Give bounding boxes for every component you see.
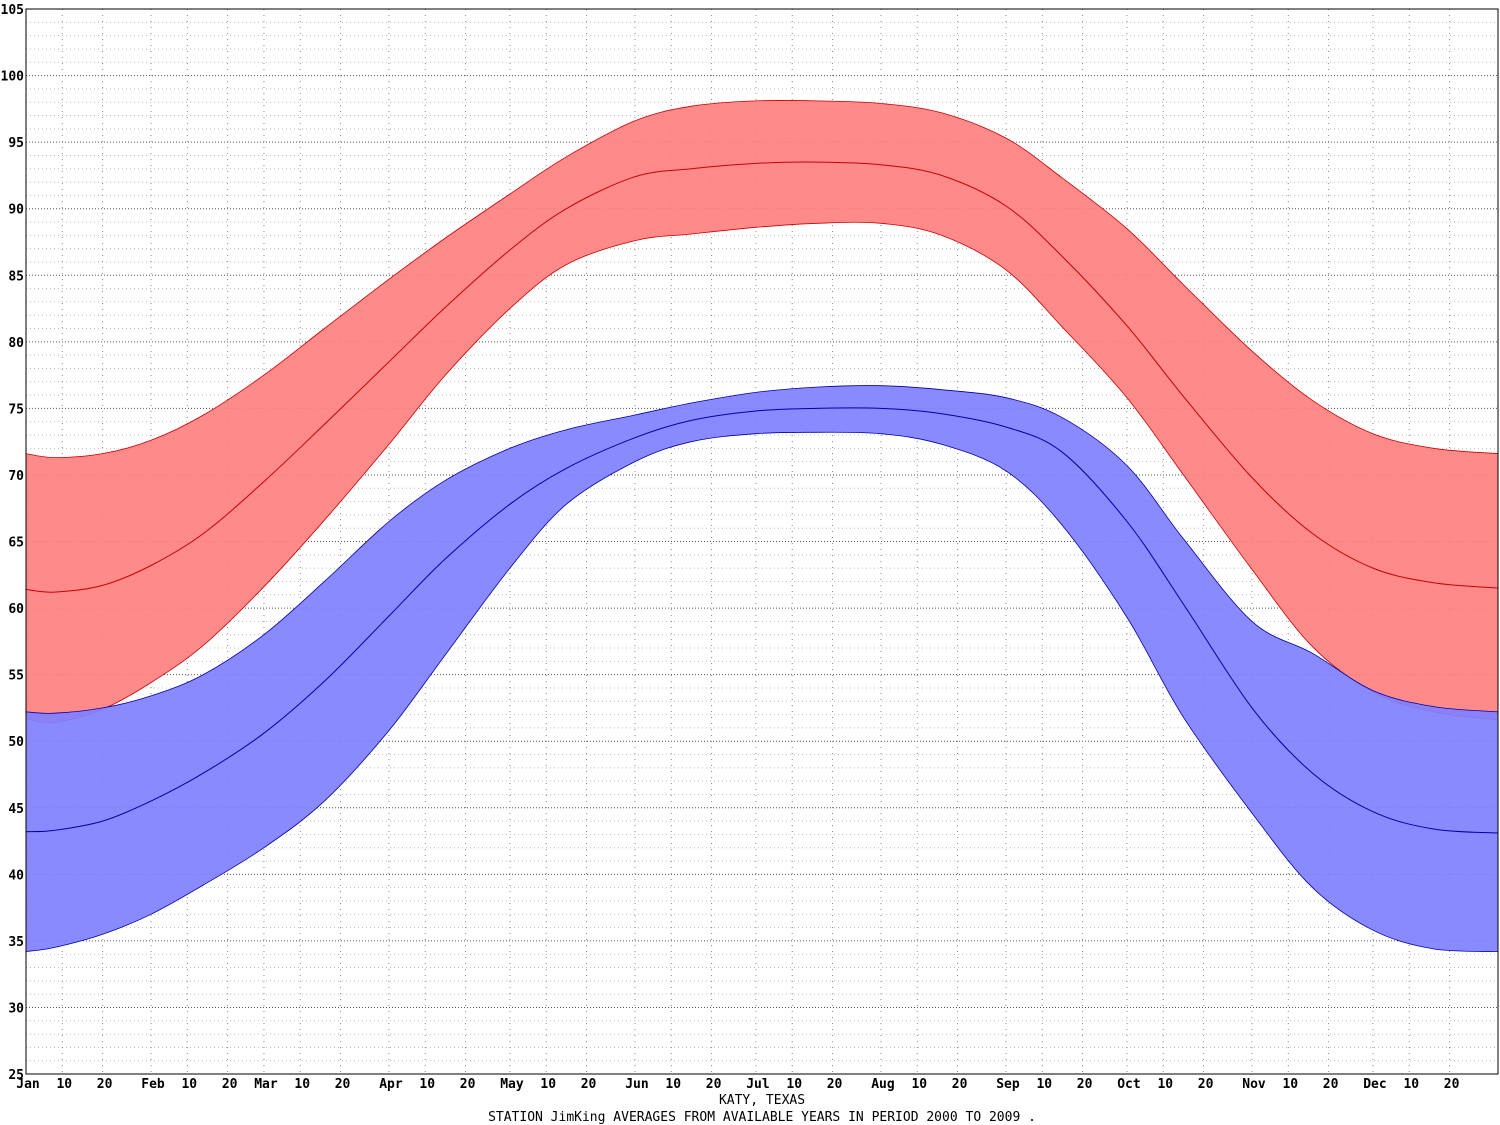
series-band-1: [26, 385, 1498, 952]
y-tick-label: 70: [8, 469, 24, 484]
y-tick-label: 85: [8, 269, 24, 284]
x-tick-label: 20: [706, 1077, 722, 1092]
y-tick-label: 100: [1, 70, 25, 85]
x-tick-label: Jul: [746, 1077, 769, 1092]
y-tick-label: 60: [8, 602, 24, 617]
y-tick-label: 35: [8, 935, 24, 950]
x-tick-label: Feb: [141, 1077, 165, 1092]
x-tick-label: Apr: [379, 1077, 403, 1092]
y-tick-label: 75: [8, 402, 24, 417]
series-mean-line-0: [26, 161, 1498, 593]
y-tick-label: 55: [8, 669, 24, 684]
chart-title: KATY, TEXAS: [719, 1093, 805, 1108]
x-tick-label: 20: [827, 1077, 843, 1092]
x-tick-label: 20: [1077, 1077, 1093, 1092]
y-axis: 25 30 35 40 45 50 55 60 65 70 75 80 85 90 95 100 105: [1, 3, 25, 1083]
chart-subtitle: STATION JimKing AVERAGES FROM AVAILABLE …: [488, 1110, 1036, 1125]
x-tick-label: Oct: [1117, 1077, 1140, 1092]
plot-frame: [25, 8, 1499, 1075]
y-tick-label: 25: [8, 1068, 24, 1083]
y-tick-label: 90: [8, 203, 24, 218]
x-tick-label: Mar: [254, 1077, 278, 1092]
x-tick-label: 20: [222, 1077, 238, 1092]
y-tick-label: 50: [8, 735, 24, 750]
x-tick-label: 10: [1403, 1077, 1419, 1092]
x-tick-label: Dec: [1363, 1077, 1386, 1092]
bands-layer: [26, 99, 1498, 952]
x-tick-label: 20: [335, 1077, 351, 1092]
y-tick-label: 105: [1, 3, 24, 18]
x-tick-label: 10: [1282, 1077, 1298, 1092]
x-axis: Jan 10 20 Feb 10 20 Mar 10 20 Apr 10 20 May 10 20 Jun 10…: [16, 1077, 1459, 1092]
y-tick-label: 30: [8, 1001, 24, 1016]
x-tick-label: 20: [1323, 1077, 1339, 1092]
x-tick-label: 20: [97, 1077, 113, 1092]
x-tick-label: 20: [460, 1077, 476, 1092]
x-tick-label: 10: [1036, 1077, 1052, 1092]
x-tick-label: May: [500, 1077, 524, 1092]
x-tick-label: Sep: [996, 1077, 1020, 1092]
x-tick-label: 10: [665, 1077, 681, 1092]
y-tick-label: 65: [8, 536, 24, 551]
x-tick-label: 20: [581, 1077, 597, 1092]
x-tick-label: 10: [419, 1077, 435, 1092]
series-mean-line-1: [26, 407, 1498, 834]
x-tick-label: 20: [952, 1077, 968, 1092]
x-tick-label: 10: [181, 1077, 197, 1092]
y-tick-label: 95: [8, 136, 24, 151]
x-tick-label: 20: [1198, 1077, 1214, 1092]
x-tick-label: 20: [1444, 1077, 1460, 1092]
mean-lines-layer: [26, 161, 1498, 834]
x-tick-label: Jun: [625, 1077, 648, 1092]
y-tick-label: 40: [8, 868, 24, 883]
x-tick-label: Aug: [871, 1077, 894, 1092]
x-tick-label: 10: [786, 1077, 802, 1092]
y-tick-label: 80: [8, 336, 24, 351]
x-tick-label: Jan: [16, 1077, 39, 1092]
x-tick-label: 10: [56, 1077, 72, 1092]
x-tick-label: Nov: [1242, 1077, 1266, 1092]
x-tick-label: 10: [294, 1077, 310, 1092]
y-tick-label: 45: [8, 802, 24, 817]
x-tick-label: 10: [1157, 1077, 1173, 1092]
x-tick-label: 10: [540, 1077, 556, 1092]
x-tick-label: 10: [911, 1077, 927, 1092]
